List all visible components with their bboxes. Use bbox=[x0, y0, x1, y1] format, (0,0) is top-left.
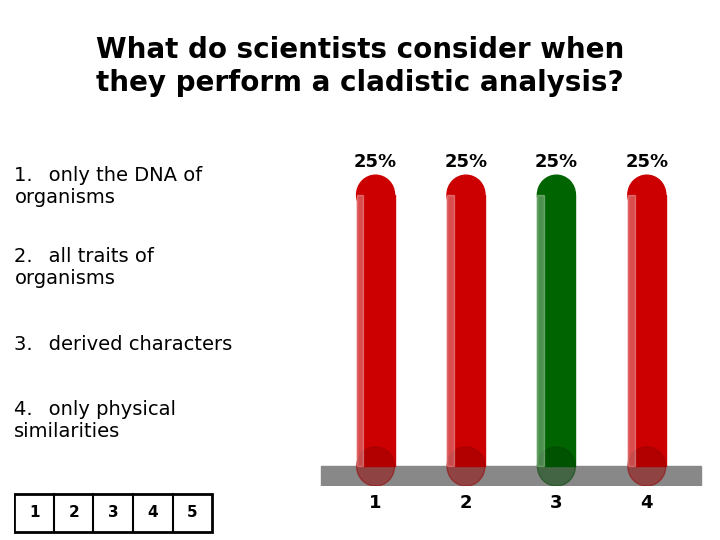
Bar bbox=[628, 195, 666, 467]
Ellipse shape bbox=[628, 175, 666, 214]
Text: 25%: 25% bbox=[354, 153, 397, 171]
Bar bbox=[356, 195, 395, 467]
Text: 25%: 25% bbox=[535, 153, 578, 171]
Bar bbox=[356, 195, 364, 467]
Ellipse shape bbox=[628, 447, 666, 486]
Text: What do scientists consider when
they perform a cladistic analysis?: What do scientists consider when they pe… bbox=[96, 37, 624, 97]
Text: 3: 3 bbox=[108, 505, 119, 519]
Text: 4.  only physical
similarities: 4. only physical similarities bbox=[14, 400, 176, 441]
Bar bbox=[447, 195, 454, 467]
Text: 1: 1 bbox=[29, 505, 40, 519]
Bar bbox=[321, 467, 701, 486]
Text: 1.  only the DNA of
organisms: 1. only the DNA of organisms bbox=[14, 166, 202, 207]
Bar bbox=[628, 195, 634, 467]
Bar bbox=[537, 195, 544, 467]
Text: 25%: 25% bbox=[625, 153, 668, 171]
Text: 2.  all traits of
organisms: 2. all traits of organisms bbox=[14, 247, 154, 288]
Text: 4: 4 bbox=[148, 505, 158, 519]
Ellipse shape bbox=[356, 175, 395, 214]
Ellipse shape bbox=[447, 175, 485, 214]
Text: 25%: 25% bbox=[444, 153, 487, 171]
Ellipse shape bbox=[447, 447, 485, 486]
Text: 2: 2 bbox=[68, 505, 79, 519]
Ellipse shape bbox=[356, 447, 395, 486]
Ellipse shape bbox=[537, 447, 575, 486]
Text: 3.  derived characters: 3. derived characters bbox=[14, 335, 233, 354]
Ellipse shape bbox=[537, 175, 575, 214]
Text: 5: 5 bbox=[187, 505, 197, 519]
Bar bbox=[447, 195, 485, 467]
Bar bbox=[537, 195, 575, 467]
